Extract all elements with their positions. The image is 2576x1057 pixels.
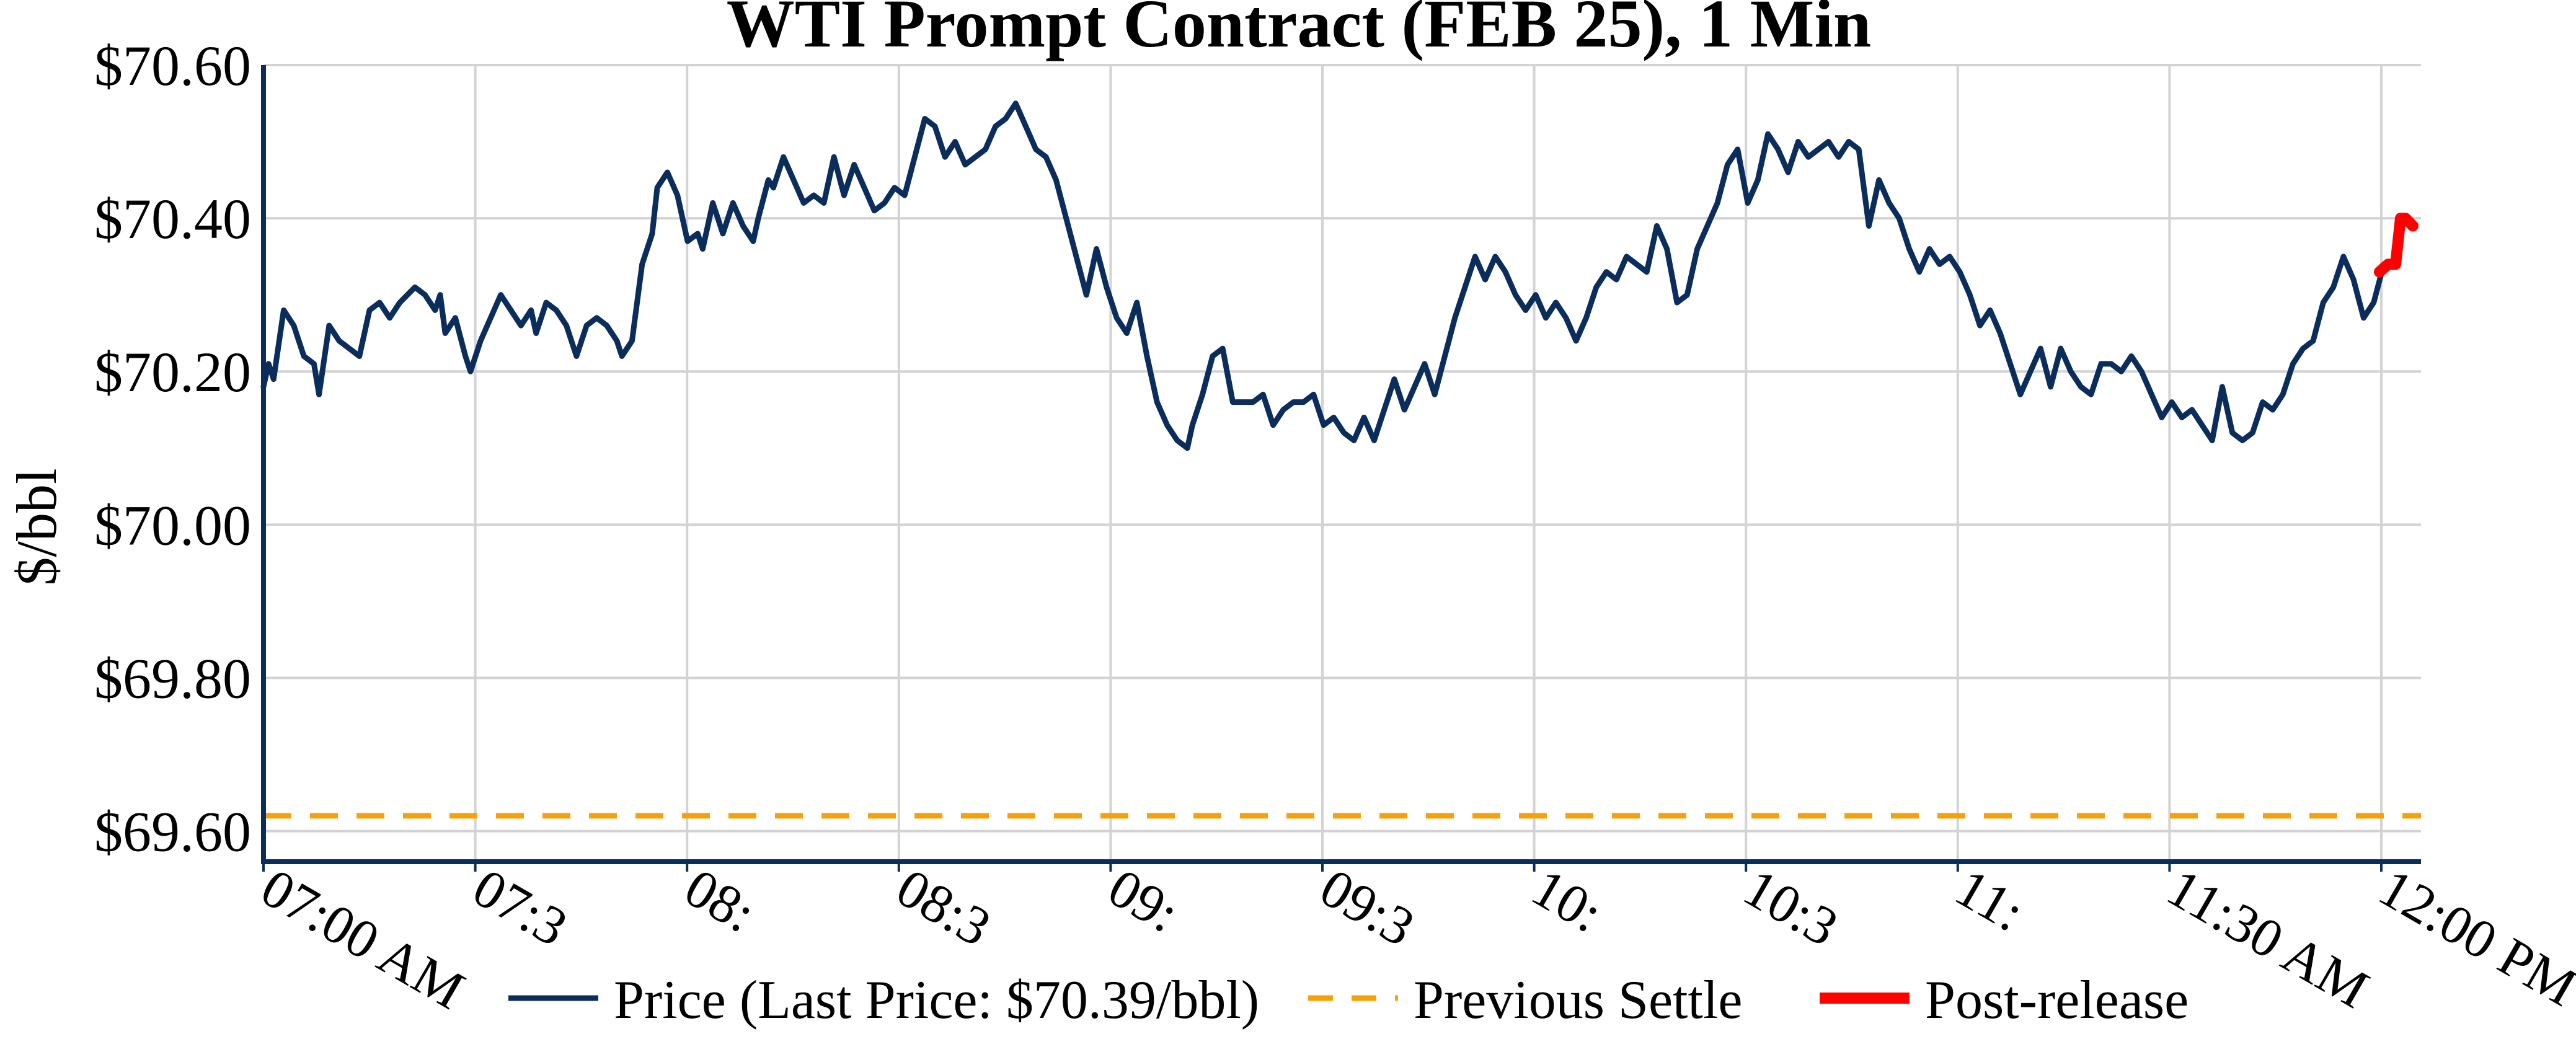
axes <box>261 65 2421 872</box>
x-tick-label: 08:3 <box>887 857 1001 958</box>
legend: Price (Last Price: $70.39/bbl) Previous S… <box>508 970 2189 1030</box>
y-tick-label: $69.60 <box>94 800 251 864</box>
x-tick-label: 10:3 <box>1733 857 1848 958</box>
x-tick-label: 11:30 AM <box>2157 857 2378 1020</box>
y-tick-label: $70.60 <box>94 34 251 97</box>
y-tick-label: $70.00 <box>94 493 251 557</box>
series-lines <box>260 100 2421 819</box>
x-tick-label: 12:00 PM <box>2369 857 2576 1018</box>
legend-previous-settle: Previous Settle <box>1308 970 1742 1030</box>
gridlines <box>262 64 2421 862</box>
legend-post-release-label: Post-release <box>1925 970 2189 1030</box>
price-line <box>260 100 2387 451</box>
chart-title: WTI Prompt Contract (FEB 25), 1 Min <box>727 0 1871 61</box>
y-tick-label: $70.20 <box>94 340 251 404</box>
legend-price-label: Price (Last Price: $70.39/bbl) <box>614 970 1259 1030</box>
legend-price: Price (Last Price: $70.39/bbl) <box>508 970 1259 1030</box>
y-tick-label: $70.40 <box>94 187 251 250</box>
legend-previous-settle-label: Previous Settle <box>1414 970 1742 1030</box>
y-tick-label: $69.80 <box>94 647 251 710</box>
y-tick-labels: $70.60 $70.40 $70.20 $70.00 $69.80 $69.60 <box>94 34 251 864</box>
x-tick-label: 07:3 <box>463 857 577 958</box>
x-tick-label: 07:00 AM <box>251 857 474 1021</box>
legend-post-release: Post-release <box>1820 970 2189 1030</box>
post-release-line <box>2374 213 2419 278</box>
x-tick-label: 09:3 <box>1310 857 1424 958</box>
y-axis-label: $/bbl <box>5 468 68 585</box>
